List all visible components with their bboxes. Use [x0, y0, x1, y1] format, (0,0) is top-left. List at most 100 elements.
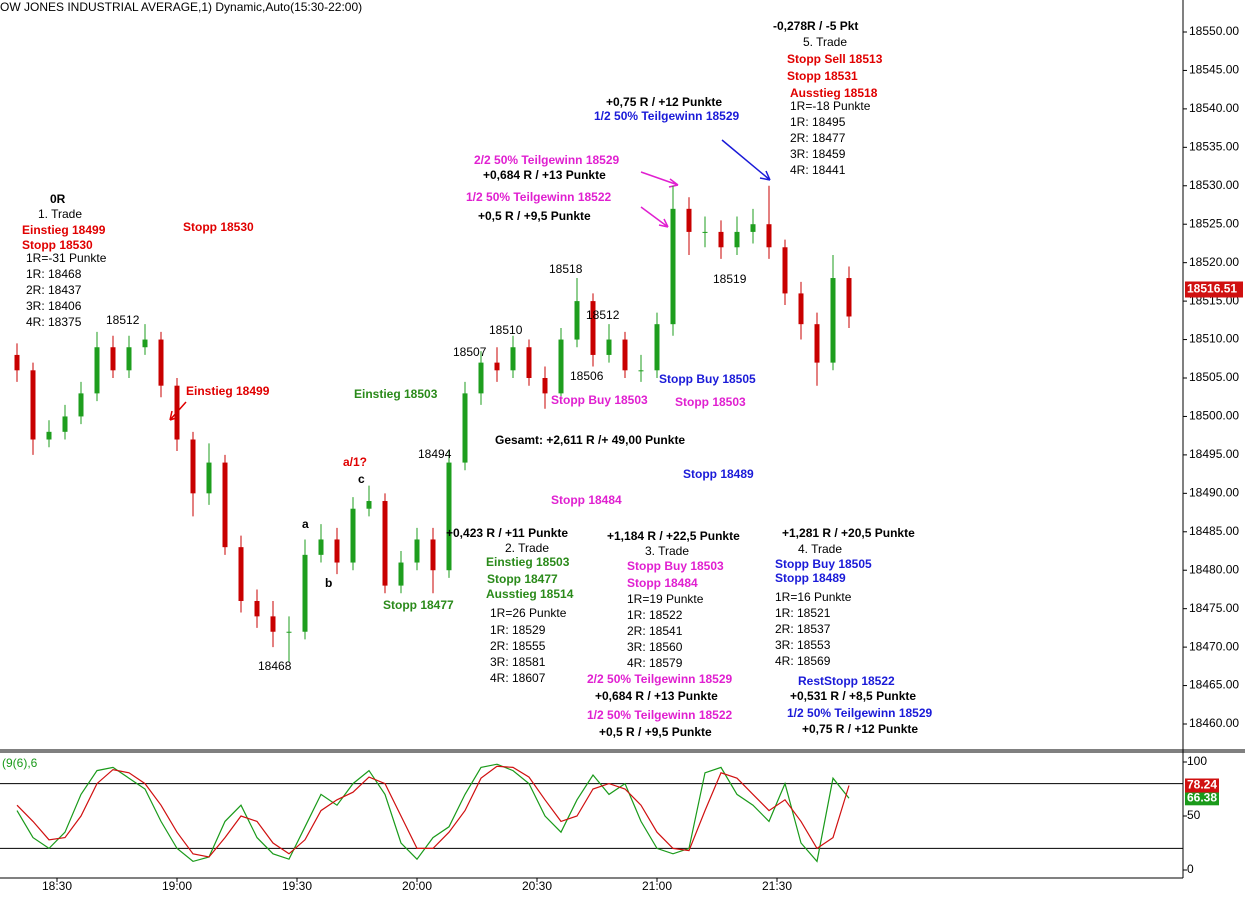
- annotation: +1,184 R / +22,5 Punkte: [607, 529, 740, 543]
- candle-body: [526, 347, 532, 378]
- y-tick-label: 18465.00: [1189, 678, 1239, 692]
- annotation: 3R: 18459: [790, 147, 846, 161]
- annotation: 18468: [258, 659, 292, 673]
- y-tick-label: 18550.00: [1189, 24, 1239, 38]
- annotation: Stopp Sell 18513: [787, 52, 883, 66]
- y-tick-label: 18505.00: [1189, 370, 1239, 384]
- annotation: 4R: 18441: [790, 163, 846, 177]
- y-tick-label: 18525.00: [1189, 216, 1239, 230]
- last-price-label: 18516.51: [1187, 282, 1237, 296]
- y-tick-label: 18460.00: [1189, 716, 1239, 730]
- annotation: 4R: 18579: [627, 656, 683, 670]
- candle-body: [782, 247, 788, 294]
- y-tick-label: 18480.00: [1189, 562, 1239, 576]
- annotation: c: [358, 472, 365, 486]
- candle-body: [622, 339, 628, 371]
- candle-body: [254, 600, 260, 617]
- candle-body: [718, 231, 724, 248]
- last-price-box: [1185, 281, 1243, 298]
- annotation: 0R: [50, 192, 66, 206]
- annotation: Stopp Buy 18505: [659, 372, 756, 386]
- arrow: [721, 139, 771, 181]
- candle-body: [302, 554, 308, 632]
- candle-body: [382, 501, 388, 586]
- y-tick-label: 18545.00: [1189, 63, 1239, 77]
- annotation: 1R: 18521: [775, 606, 831, 620]
- annotation: 2R: 18541: [627, 624, 683, 638]
- value-tag: [1185, 778, 1219, 793]
- annotation: 1. Trade: [38, 207, 82, 221]
- annotation: Einstieg 18503: [486, 555, 570, 569]
- annotation: +0,5 R / +9,5 Punkte: [599, 725, 712, 739]
- candle-body: [846, 278, 852, 317]
- annotation: 3R: 18553: [775, 638, 831, 652]
- annotation: 1R=19 Punkte: [627, 592, 704, 606]
- annotation: +0,684 R / +13 Punkte: [483, 168, 606, 182]
- candle-body: [478, 362, 484, 394]
- y-tick-label: 50: [1187, 808, 1201, 822]
- candle-body: [206, 462, 212, 494]
- y-tick-label: 18500.00: [1189, 409, 1239, 423]
- annotation: Stopp 18489: [683, 467, 754, 481]
- chart-title: OW JONES INDUSTRIAL AVERAGE,1) Dynamic,A…: [0, 0, 362, 14]
- candle-body: [670, 208, 676, 325]
- candle-body: [174, 385, 180, 440]
- annotation: Stopp 18503: [675, 395, 746, 409]
- annotation: Einstieg 18499: [22, 223, 106, 237]
- x-tick-label: 21:30: [762, 879, 792, 893]
- y-tick-label: 18530.00: [1189, 178, 1239, 192]
- annotation: Stopp 18484: [627, 576, 698, 590]
- candle-body: [766, 224, 772, 248]
- annotation: 3R: 18581: [490, 655, 546, 669]
- x-tick-label: 21:00: [642, 879, 672, 893]
- annotation: +0,75 R / +12 Punkte: [606, 95, 722, 109]
- annotation: 1R=16 Punkte: [775, 590, 852, 604]
- candle-body: [46, 431, 52, 440]
- annotation: 4R: 18375: [26, 315, 82, 329]
- candle-body: [430, 539, 436, 571]
- candle-body: [414, 539, 420, 563]
- y-tick-label: 18540.00: [1189, 101, 1239, 115]
- candle-body: [638, 370, 644, 372]
- annotation: +0,684 R / +13 Punkte: [595, 689, 718, 703]
- annotation: 4R: 18607: [490, 671, 546, 685]
- candle-body: [798, 293, 804, 325]
- annotation: 18518: [549, 262, 583, 276]
- candle-body: [494, 362, 500, 371]
- candle-body: [94, 347, 100, 394]
- annotation: Stopp 18530: [22, 238, 93, 252]
- y-tick-label: 18470.00: [1189, 639, 1239, 653]
- annotation: 2R: 18555: [490, 639, 546, 653]
- candle-body: [142, 339, 148, 348]
- y-tick-label: 100: [1187, 754, 1207, 768]
- annotation: 18519: [713, 272, 747, 286]
- annotation: 2R: 18437: [26, 283, 82, 297]
- annotation: Einstieg 18499: [186, 384, 270, 398]
- candle-body: [398, 562, 404, 586]
- annotation: 4R: 18569: [775, 654, 831, 668]
- annotation: Stopp 18477: [383, 598, 454, 612]
- candle-body: [510, 347, 516, 371]
- x-tick-label: 20:30: [522, 879, 552, 893]
- annotation: 3. Trade: [645, 544, 689, 558]
- candle-body: [126, 347, 132, 371]
- indicator-line: [16, 763, 850, 863]
- x-tick-label: 18:30: [42, 879, 72, 893]
- candle-body: [30, 370, 36, 440]
- annotation: Einstieg 18503: [354, 387, 438, 401]
- x-tick-label: 20:00: [402, 879, 432, 893]
- annotation: 1R: 18522: [627, 608, 683, 622]
- annotation: 18510: [489, 323, 523, 337]
- annotation: +0,5 R / +9,5 Punkte: [478, 209, 591, 223]
- candle-body: [750, 224, 756, 232]
- annotation: 1/2 50% Teilgewinn 18529: [594, 109, 740, 123]
- y-tick-label: 18485.00: [1189, 524, 1239, 538]
- candle-body: [814, 324, 820, 363]
- annotation: Stopp 18531: [787, 69, 858, 83]
- annotation: a/1?: [343, 455, 367, 469]
- annotation: +1,281 R / +20,5 Punkte: [782, 526, 915, 540]
- candle-body: [654, 324, 660, 371]
- annotation: Stopp Buy 18505: [775, 557, 872, 571]
- annotation: RestStopp 18522: [798, 674, 895, 688]
